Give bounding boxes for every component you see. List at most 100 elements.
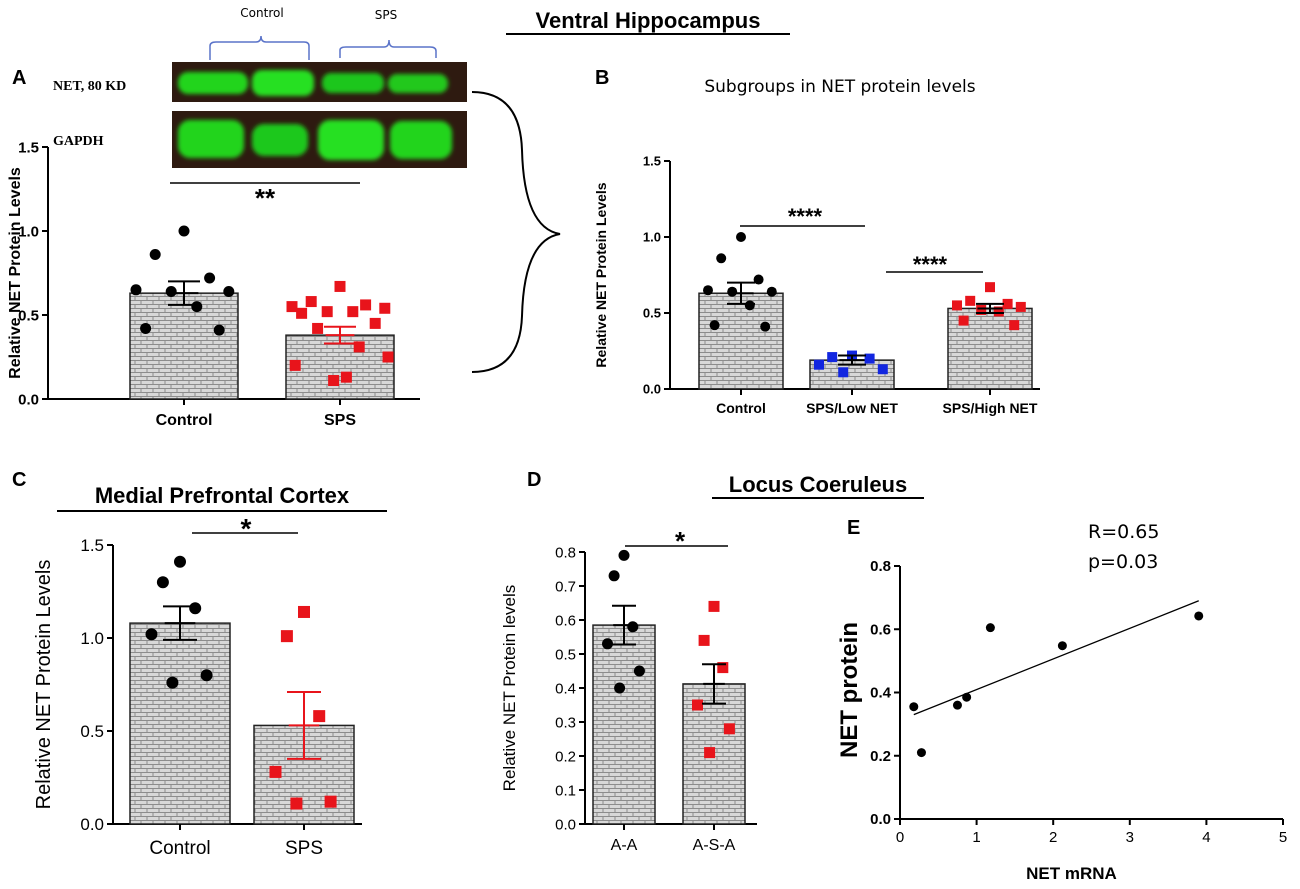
data-point (985, 623, 995, 633)
stat-p-value: p=0.03 (1088, 551, 1158, 573)
data-point (633, 665, 645, 677)
data-point (958, 315, 969, 326)
data-point (1194, 611, 1204, 621)
data-point (290, 797, 303, 810)
y-tick-label: 1.5 (80, 536, 104, 555)
data-point (156, 576, 169, 589)
y-tick-label: 0.5 (555, 646, 576, 663)
data-point (305, 296, 317, 308)
data-point (223, 285, 235, 297)
y-tick-label: 0.4 (555, 680, 576, 697)
y-tick-label: 0.1 (555, 782, 576, 799)
data-point (827, 352, 838, 363)
x-tick-label: SPS/High NET (943, 400, 1038, 416)
y-tick-label: 0.6 (870, 621, 891, 638)
y-tick-label: 0.0 (555, 816, 576, 833)
y-tick-label: 0.0 (80, 815, 104, 834)
data-point (717, 662, 729, 674)
x-tick-label: SPS (324, 412, 356, 429)
significance-label: * (241, 513, 252, 544)
x-tick-label: Control (149, 838, 210, 859)
x-tick-label: 1 (972, 829, 980, 846)
data-point (916, 748, 926, 758)
data-point (864, 353, 875, 364)
data-point (178, 225, 190, 237)
y-axis-label: Relative NET Protein levels (500, 585, 519, 792)
blot-net-bands (178, 70, 448, 96)
data-point (328, 375, 340, 387)
blot-group-label-control: Control (240, 6, 283, 20)
data-point (952, 700, 962, 710)
data-point (1009, 320, 1020, 331)
data-point (814, 359, 824, 370)
x-tick-label: A-A (611, 837, 638, 854)
panel-letter-a: A (12, 67, 26, 89)
x-tick-label: A-S-A (693, 837, 736, 854)
data-point (952, 300, 962, 311)
significance-label: **** (913, 252, 948, 277)
panel-letter-e: E (847, 517, 860, 539)
data-point (165, 285, 177, 297)
data-point (140, 322, 152, 334)
x-tick-label: 5 (1279, 829, 1287, 846)
stat-r-value: R=0.65 (1088, 521, 1159, 543)
blot-brace-sps (339, 39, 437, 58)
data-point (753, 274, 764, 285)
y-tick-label: 0.2 (555, 748, 576, 765)
data-point (334, 280, 346, 292)
data-point (985, 282, 995, 293)
data-point (692, 699, 703, 711)
y-tick-label: 0.8 (555, 544, 576, 561)
y-tick-label: 0.7 (555, 578, 576, 595)
data-point (993, 306, 1004, 317)
data-point (379, 302, 391, 314)
data-point (1002, 298, 1013, 309)
blot-connector-brace (471, 91, 561, 373)
panel-letter-b: B (595, 67, 609, 89)
data-point (280, 630, 293, 643)
x-tick-label: 2 (1049, 829, 1057, 846)
data-point (727, 286, 738, 297)
significance-label: **** (788, 204, 823, 229)
data-point (602, 638, 613, 650)
x-tick-label: 3 (1126, 829, 1134, 846)
y-axis-label: Relative NET Protein Levels (33, 560, 55, 810)
bar (129, 622, 231, 825)
data-point (723, 723, 735, 735)
data-point (744, 300, 755, 311)
data-point (703, 285, 713, 296)
blot-group-label-sps: SPS (375, 8, 397, 22)
data-point (614, 682, 626, 694)
y-tick-label: 0.6 (555, 612, 576, 629)
western-blot: Control SPS NET, 80 KD GAPDH (53, 6, 561, 373)
regression-line (913, 600, 1199, 716)
data-point (286, 301, 298, 313)
data-point (698, 634, 710, 646)
data-point (312, 322, 324, 334)
chart-panel-e: 0.0 0.2 0.4 0.6 0.8 0 1 2 3 4 5 NET mRNA NET protein… (836, 521, 1287, 883)
y-axis-label: Relative NET Protein Levels (593, 182, 609, 367)
y-tick-label: 0.2 (870, 748, 891, 765)
x-tick-label: Control (716, 400, 766, 416)
x-tick-label: SPS/Low NET (806, 400, 898, 416)
bar (285, 334, 395, 400)
x-axis-label: NET mRNA (1026, 864, 1117, 883)
data-point (145, 628, 158, 641)
data-point (324, 795, 337, 808)
y-tick-label: 0.4 (870, 685, 892, 702)
data-point (130, 284, 142, 296)
x-tick-label: SPS (285, 838, 323, 859)
chart-panel-d: 0.0 0.1 0.2 0.3 0.4 0.5 0.6 0.7 0.8 Relative NET … (500, 526, 757, 854)
data-point (204, 272, 216, 284)
data-point (608, 570, 620, 582)
panel-letter-c: C (12, 469, 26, 491)
blot-gapdh-label: GAPDH (53, 134, 104, 149)
data-point (296, 307, 308, 319)
data-point (704, 747, 716, 759)
data-point (1057, 641, 1067, 651)
data-point (321, 306, 333, 318)
y-tick-label: 1.5 (18, 139, 39, 156)
data-point (618, 549, 630, 561)
data-point (976, 304, 987, 315)
y-tick-label: 0.3 (555, 714, 576, 731)
